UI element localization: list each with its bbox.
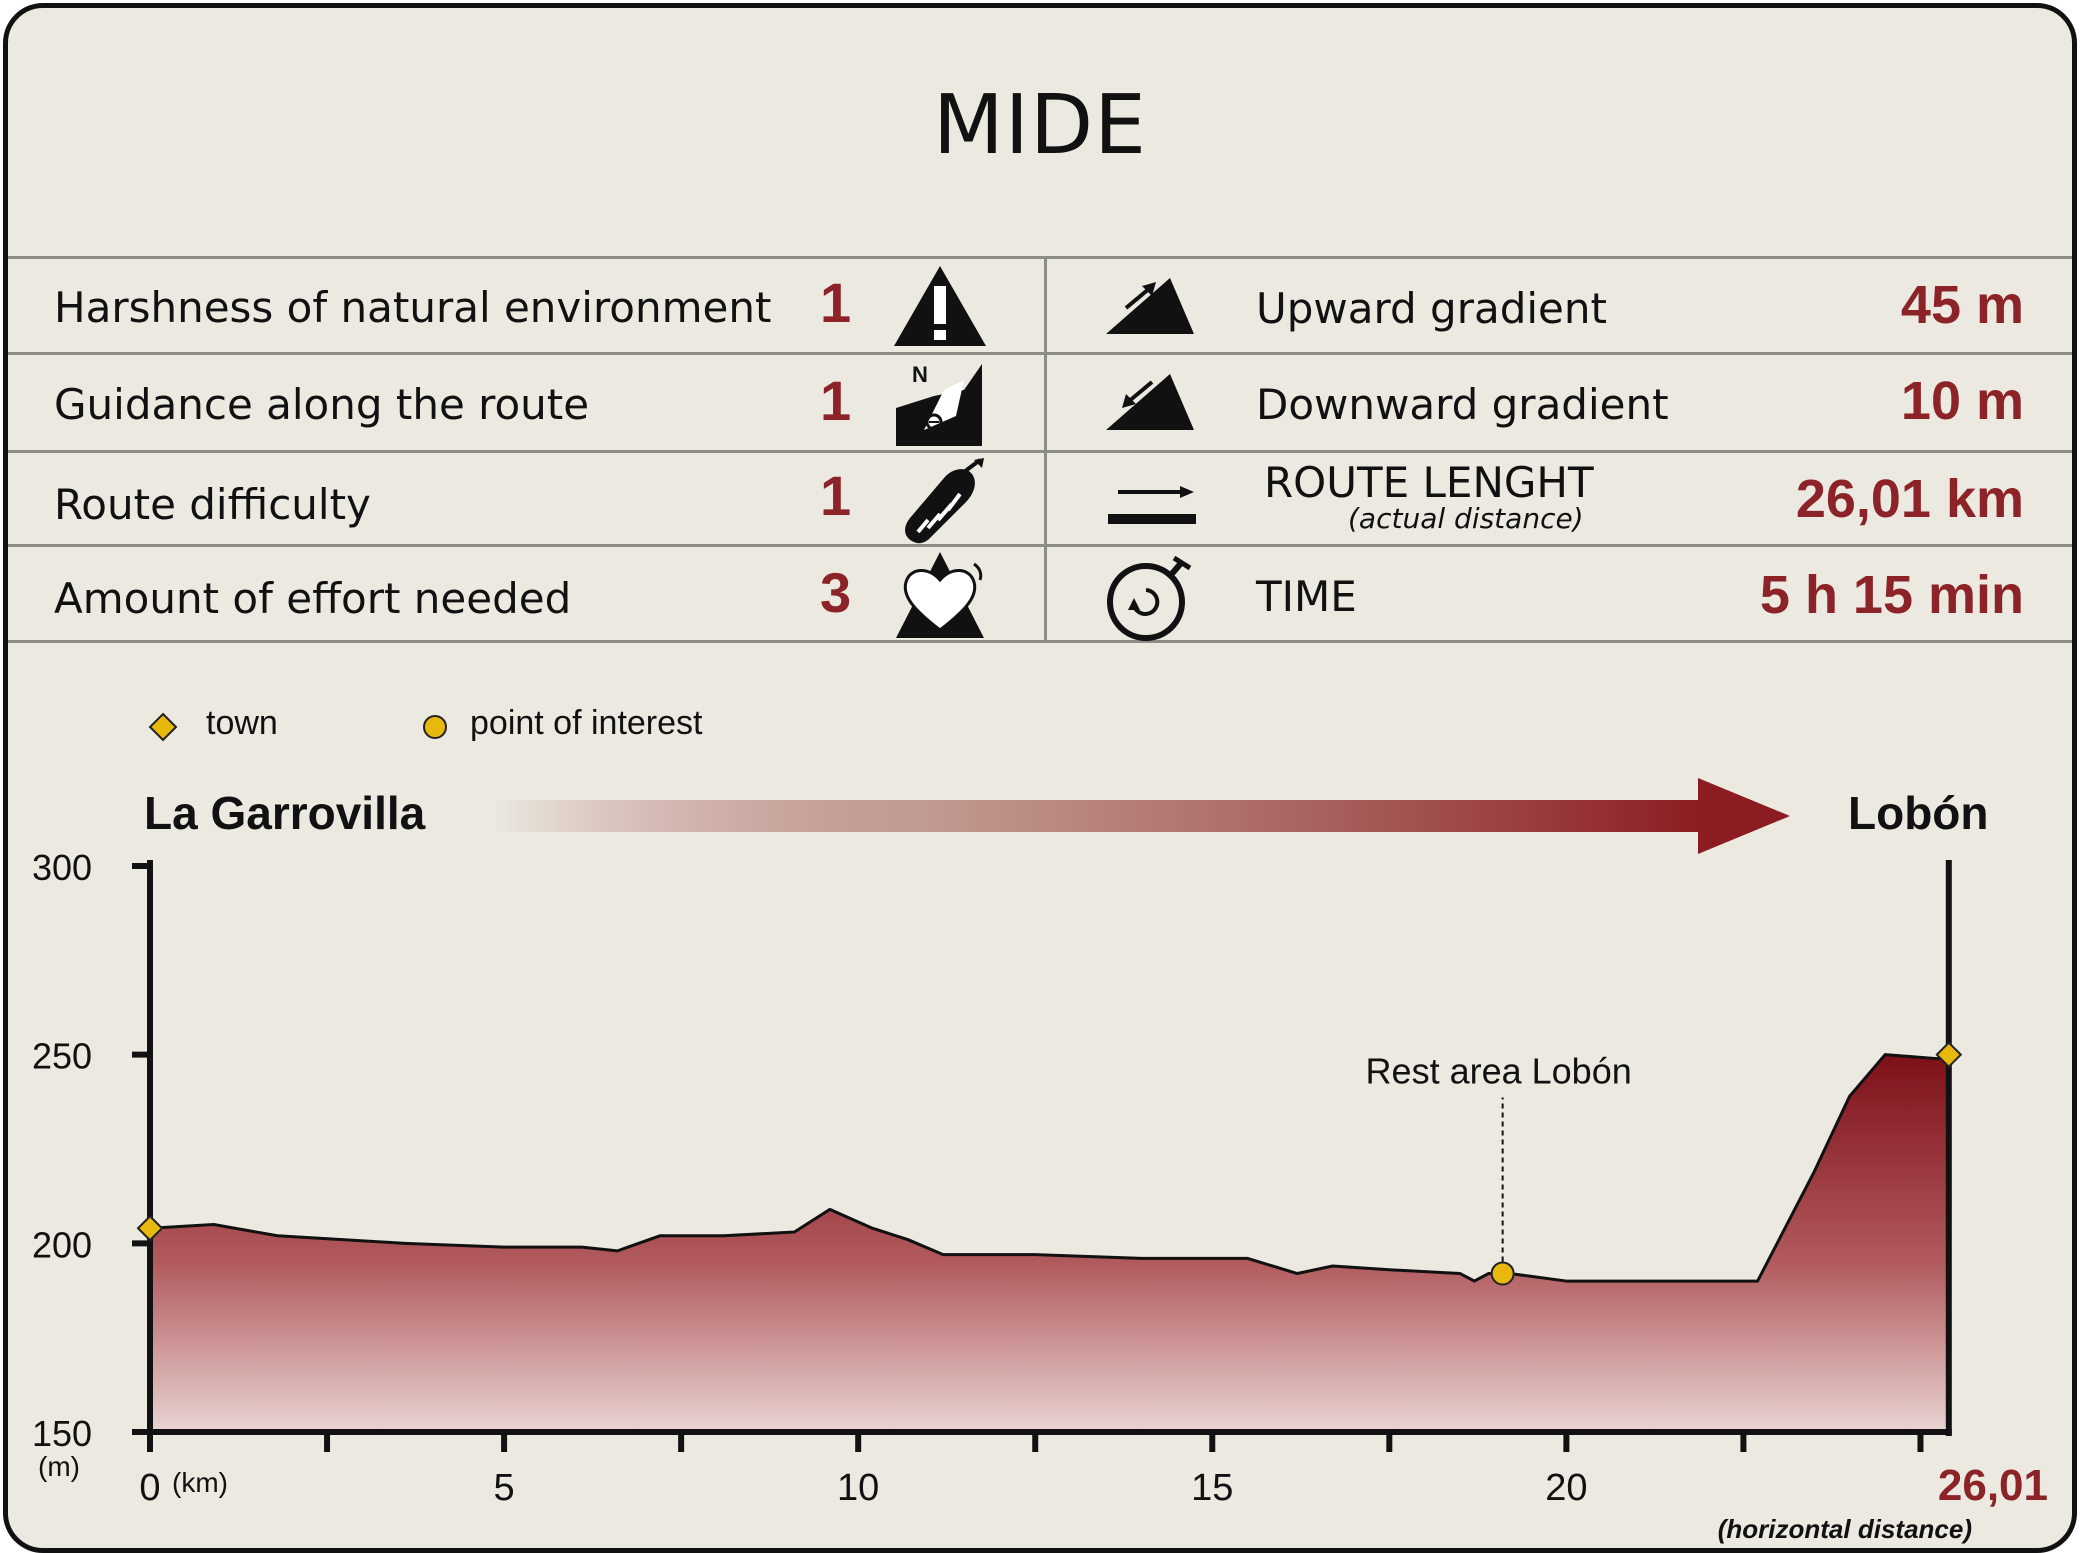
- x-tick-label: 15: [1191, 1467, 1233, 1509]
- row-value-effort: 3: [820, 561, 852, 624]
- divider: [8, 640, 2072, 643]
- row-value-difficulty: 1: [820, 464, 852, 527]
- end-town: Lobón: [1848, 787, 1989, 839]
- row-label-difficulty: Route difficulty: [54, 480, 371, 529]
- row-label-route-length: ROUTE LENGHT: [1264, 458, 1594, 507]
- town-marker: [1935, 1041, 1963, 1069]
- divider: [8, 352, 2072, 355]
- poi-marker: [1490, 1261, 1515, 1286]
- elevation-line: [149, 1053, 1949, 1283]
- warning-mountain-icon: [894, 266, 986, 346]
- y-tick-label: 150: [32, 1413, 92, 1454]
- y-tick-label: 250: [32, 1036, 92, 1077]
- y-tick-label: 200: [32, 1224, 92, 1265]
- row-value-harshness: 1: [820, 271, 852, 334]
- row-value-guidance: 1: [820, 369, 852, 432]
- row-label-effort: Amount of effort needed: [54, 574, 572, 623]
- footprint-icon: [905, 458, 984, 544]
- x-tick-label: 20: [1545, 1467, 1587, 1509]
- mide-card: MIDE Harshness of natural environment 1 …: [3, 3, 2077, 1553]
- direction-arrow-icon: [492, 778, 1790, 854]
- x-tick-label: 10: [837, 1467, 879, 1509]
- poi-circle-icon: [423, 715, 447, 739]
- elevation-profile-chart: 300 250 200 150(m) 0 5 10 15 20 (km) 26,01 (horizon…: [32, 847, 2048, 1544]
- distance-arrow-icon: [1108, 486, 1196, 524]
- divider: [8, 256, 2072, 259]
- svg-text:N: N: [912, 362, 928, 387]
- x-end-note: (horizontal distance): [1718, 1514, 1972, 1544]
- town-diamond-icon: [148, 712, 178, 742]
- downhill-icon: [1106, 374, 1194, 430]
- row-label-upward: Upward gradient: [1256, 284, 1607, 333]
- uphill-icon: [1106, 278, 1194, 334]
- row-sublabel-actual-distance: (actual distance): [1348, 502, 1584, 535]
- divider: [8, 544, 2072, 547]
- stopwatch-icon: [1107, 555, 1192, 641]
- x-tick-label: 0: [139, 1467, 160, 1509]
- row-value-time: 5 h 15 min: [1759, 565, 2024, 625]
- y-tick-label: 300: [32, 847, 92, 888]
- row-label-harshness: Harshness of natural environment: [54, 283, 772, 332]
- x-unit-label: (km): [172, 1467, 228, 1498]
- row-value-upward: 45 m: [1900, 275, 2024, 335]
- row-label-guidance: Guidance along the route: [54, 380, 590, 429]
- poi-label: Rest area Lobón: [1366, 1051, 1632, 1092]
- x-end-label: 26,01: [1938, 1461, 2048, 1510]
- town-marker: [136, 1214, 164, 1242]
- elevation-area: [150, 1054, 1949, 1432]
- row-value-downward: 10 m: [1900, 371, 2024, 431]
- y-unit-label: (m): [38, 1451, 80, 1482]
- x-tick-label: 5: [494, 1467, 515, 1509]
- heart-effort-icon: [896, 552, 984, 638]
- divider: [8, 450, 2072, 453]
- legend-poi-label: point of interest: [470, 704, 703, 742]
- row-label-downward: Downward gradient: [1256, 380, 1669, 429]
- row-label-time: TIME: [1256, 572, 1357, 621]
- column-divider: [1044, 258, 1047, 640]
- compass-signpost-icon: N: [896, 362, 982, 446]
- row-value-route-length: 26,01 km: [1795, 469, 2024, 529]
- page-title: MIDE: [933, 78, 1147, 173]
- legend-town-label: town: [206, 704, 278, 742]
- start-town: La Garrovilla: [144, 787, 426, 839]
